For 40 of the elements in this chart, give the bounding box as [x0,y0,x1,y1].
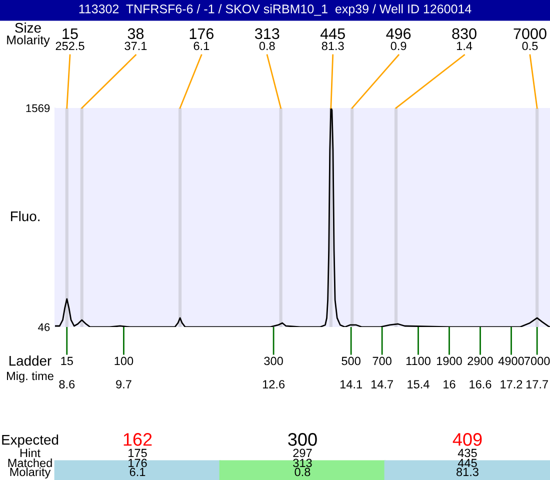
text: 100 [114,356,134,366]
x-tick-label: 17.7 [526,380,548,388]
text: 496 0.9 [386,28,411,50]
text: 409 435 445 81.3 [452,433,482,476]
text: 500 [342,356,360,366]
text: 313 0.8 [254,28,280,50]
text: 4900 [498,356,524,366]
text: 15 252.5 [56,28,84,50]
text: Expected Hint Matched Molarity [2,434,58,479]
text: 162 175 176 6.1 [124,433,152,476]
line-series [55,108,550,327]
x-tick-label: 12.6 [262,380,285,388]
x-tick-label: 16 [444,380,456,388]
text: 830 1.4 [452,28,476,50]
text: 176 6.1 [190,28,214,50]
y-tick-label: 46 [38,323,50,332]
chart-title: 113302 TNFRSF6-6 / -1 / SKOV siRBM10_1 exp39 / Well ID 1260014 [79,4,472,16]
text: 1100 [406,356,430,366]
x-tick-label: 16.6 [470,380,492,388]
text: Size Molarity [7,22,50,47]
x-tick-label: 14.1 [340,380,362,388]
text: 15 [61,356,73,366]
y-axis-title: Fluo. [11,211,40,222]
x-tick-label: 9.7 [116,380,132,388]
text: Ladder [10,356,52,366]
x-axis-title: Mig. time [7,371,54,383]
x-tick-label: 14.7 [371,380,393,388]
text: 445 81.3 [320,28,345,50]
x-tick-label: 8.6 [59,380,75,388]
text: 7000 0.5 [514,28,546,50]
text: 300 297 313 0.8 [288,433,317,476]
text: 38 37.1 [124,28,147,50]
text: 300 [264,356,283,366]
x-tick-label: 17.2 [500,380,522,388]
text: 1900 [437,356,462,366]
text: 2900 [468,356,493,366]
x-tick-label: 15.4 [408,380,430,388]
y-tick-label: 1569 [26,104,50,112]
text: 7000 [524,356,550,366]
text: 700 [372,356,392,366]
